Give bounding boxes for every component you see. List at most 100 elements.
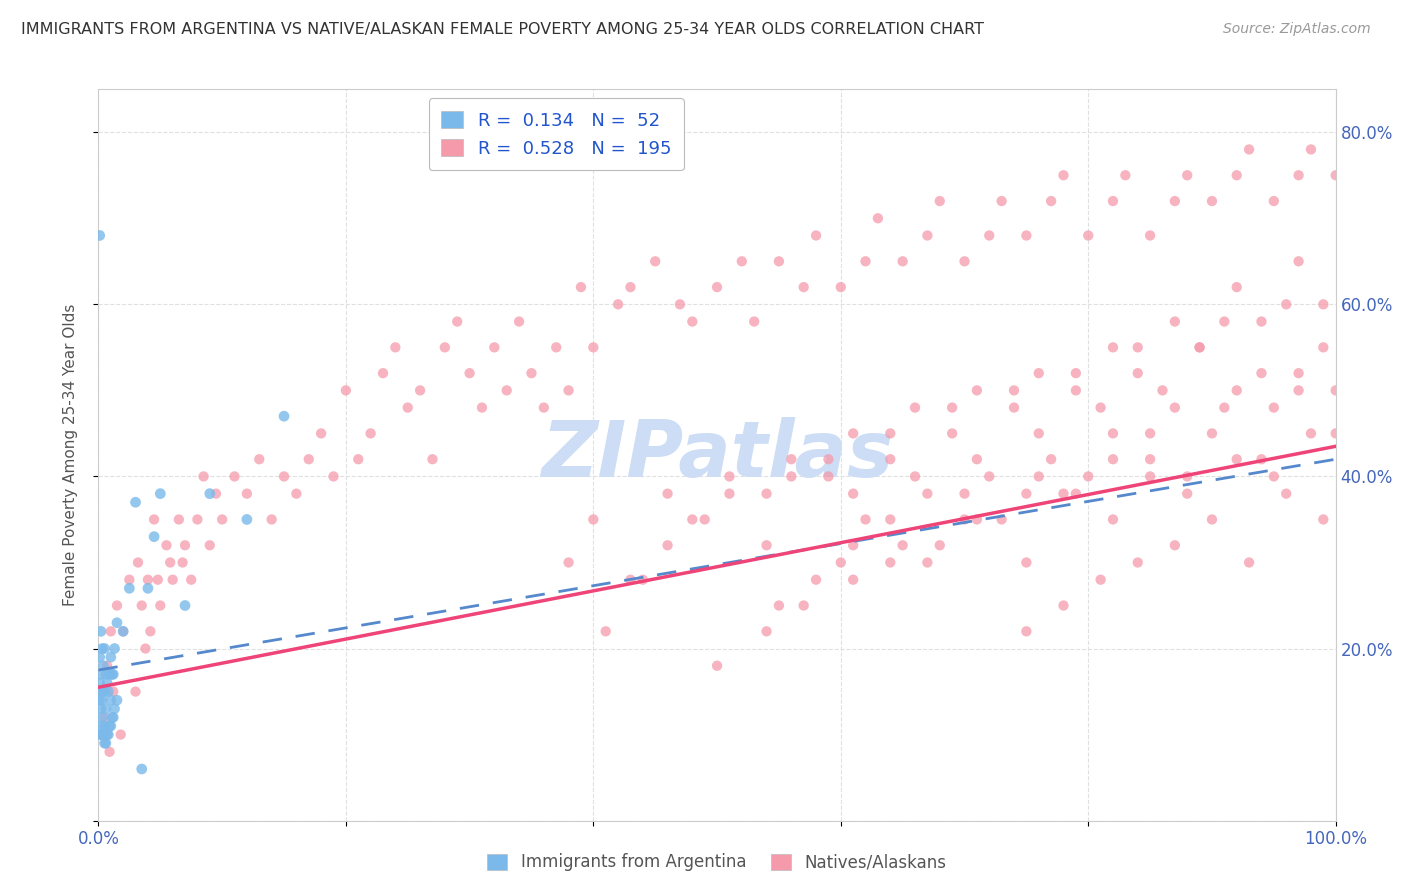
Point (1164, 538, 1187, 552)
Point (1201, 426, 1223, 441)
Point (1263, 194, 1285, 208)
Point (1188, 340, 1211, 354)
Point (97, 728, 120, 742)
Point (101, 667, 124, 681)
Point (247, 452, 270, 467)
Point (1324, 168, 1347, 182)
Point (335, 384, 357, 398)
Point (1213, 401, 1236, 415)
Point (1015, 556, 1038, 570)
Point (582, 340, 605, 354)
Point (804, 573, 827, 587)
Point (1288, 168, 1310, 182)
Point (817, 452, 839, 467)
Point (1102, 452, 1125, 467)
Point (139, 624, 162, 639)
Point (1201, 194, 1223, 208)
Point (149, 599, 172, 613)
Point (1028, 366, 1050, 380)
Point (198, 538, 221, 552)
Point (1126, 556, 1149, 570)
Point (979, 469, 1001, 483)
Point (384, 340, 406, 354)
Point (93, 710, 115, 724)
Point (1275, 486, 1298, 500)
Point (273, 409, 295, 424)
Point (90, 667, 112, 681)
Point (347, 452, 370, 467)
Point (1299, 426, 1322, 441)
Point (155, 538, 177, 552)
Point (595, 624, 617, 639)
Point (1064, 366, 1087, 380)
Point (118, 573, 141, 587)
Point (966, 452, 988, 467)
Point (471, 401, 494, 415)
Point (817, 469, 839, 483)
Point (458, 366, 481, 380)
Point (879, 452, 901, 467)
Point (236, 486, 259, 500)
Point (96, 658, 118, 673)
Point (780, 452, 803, 467)
Point (681, 314, 703, 328)
Point (205, 486, 228, 500)
Point (93, 736, 115, 750)
Point (1312, 297, 1334, 311)
Point (1090, 573, 1112, 587)
Point (928, 538, 950, 552)
Point (93, 684, 115, 698)
Point (966, 384, 988, 398)
Point (657, 486, 679, 500)
Point (619, 573, 641, 587)
Point (557, 384, 579, 398)
Point (409, 384, 432, 398)
Point (446, 314, 468, 328)
Point (103, 684, 125, 698)
Point (879, 426, 901, 441)
Point (644, 254, 666, 268)
Point (91, 641, 114, 656)
Point (1064, 384, 1087, 398)
Point (706, 658, 728, 673)
Point (91, 728, 114, 742)
Text: ZIPatlas: ZIPatlas (541, 417, 893, 493)
Point (1226, 452, 1249, 467)
Point (93, 719, 115, 733)
Point (94, 667, 117, 681)
Point (1139, 228, 1161, 243)
Point (1040, 452, 1063, 467)
Point (1102, 340, 1125, 354)
Point (1175, 469, 1198, 483)
Point (879, 556, 901, 570)
Point (89, 650, 111, 665)
Legend: Immigrants from Argentina, Natives/Alaskans: Immigrants from Argentina, Natives/Alask… (481, 847, 953, 878)
Point (731, 254, 754, 268)
Point (112, 624, 135, 639)
Point (112, 624, 135, 639)
Point (1102, 512, 1125, 526)
Point (1015, 624, 1038, 639)
Point (100, 624, 122, 639)
Point (260, 512, 283, 526)
Point (146, 573, 169, 587)
Point (186, 512, 208, 526)
Point (1175, 486, 1198, 500)
Point (1102, 426, 1125, 441)
Point (1237, 143, 1260, 157)
Point (91, 693, 114, 707)
Point (842, 486, 865, 500)
Point (1201, 512, 1223, 526)
Point (100, 719, 122, 733)
Point (1126, 366, 1149, 380)
Point (1028, 469, 1050, 483)
Point (631, 573, 654, 587)
Point (1288, 254, 1310, 268)
Point (1126, 340, 1149, 354)
Point (93, 641, 115, 656)
Point (105, 599, 128, 613)
Point (298, 452, 321, 467)
Point (167, 512, 190, 526)
Point (90, 719, 112, 733)
Point (520, 366, 543, 380)
